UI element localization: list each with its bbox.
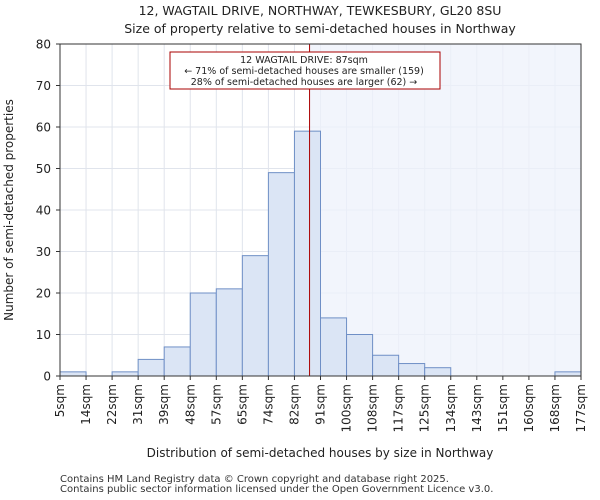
x-tick-label-57sqm: 57sqm [209,384,223,425]
bar-91sqm [320,317,348,377]
annotation-box: 12 WAGTAIL DRIVE: 87sqm ← 71% of semi-de… [169,51,441,90]
bar-100sqm [346,334,374,377]
x-tick-label-22sqm: 22sqm [105,384,119,425]
x-tick-label-65sqm: 65sqm [235,384,249,425]
x-tick-label-134sqm: 134sqm [444,384,458,432]
footer-line-1: Contains HM Land Registry data © Crown c… [60,474,449,485]
footer-line-2: Contains public sector information licen… [60,484,494,495]
x-tick-label-82sqm: 82sqm [287,384,301,425]
bar-39sqm [163,346,191,377]
bar-168sqm [554,371,582,377]
chart: 12, WAGTAIL DRIVE, NORTHWAY, TEWKESBURY,… [2,3,588,460]
y-tick-label-10: 10 [36,328,51,342]
annotation-line-3: 28% of semi-detached houses are larger (… [191,77,418,88]
chart-subtitle: Size of property relative to semi-detach… [124,21,516,36]
annotation-line-2: ← 71% of semi-detached houses are smalle… [184,66,424,77]
x-tick-label-125sqm: 125sqm [418,384,432,432]
x-tick-label-108sqm: 108sqm [366,384,380,432]
bar-5sqm [59,371,87,377]
y-tick-label-0: 0 [43,370,51,384]
x-tick-label-168sqm: 168sqm [548,384,562,432]
bar-22sqm [111,371,139,377]
y-tick-label-20: 20 [36,287,51,301]
x-tick-label-91sqm: 91sqm [314,384,328,425]
y-tick-label-70: 70 [36,79,51,93]
bar-65sqm [241,255,269,377]
y-tick-label-80: 80 [36,38,51,52]
x-tick-label-100sqm: 100sqm [340,384,354,432]
bar-108sqm [372,354,400,377]
y-axis-label: Number of semi-detached properties [2,99,16,321]
y-tick-label-50: 50 [36,162,51,176]
x-tick-label-39sqm: 39sqm [157,384,171,425]
x-tick-label-177sqm: 177sqm [574,384,588,432]
bar-125sqm [424,367,452,377]
bar-57sqm [215,288,243,377]
bar-31sqm [137,358,165,377]
bar-117sqm [398,363,426,377]
bar-82sqm [293,130,322,377]
bar-48sqm [189,292,217,377]
x-tick-label-151sqm: 151sqm [496,384,510,432]
y-tick-label-40: 40 [36,204,51,218]
bar-74sqm [267,172,295,377]
annotation-line-1: 12 WAGTAIL DRIVE: 87sqm [240,55,368,66]
chart-title: 12, WAGTAIL DRIVE, NORTHWAY, TEWKESBURY,… [139,3,502,18]
above-property-shade [309,44,581,376]
x-tick-label-48sqm: 48sqm [183,384,197,425]
x-tick-label-143sqm: 143sqm [470,384,484,432]
x-tick-label-31sqm: 31sqm [131,384,145,425]
x-tick-label-117sqm: 117sqm [392,384,406,432]
x-tick-label-5sqm: 5sqm [53,384,67,417]
x-tick-label-14sqm: 14sqm [79,384,93,425]
y-tick-label-60: 60 [36,121,51,135]
y-tick-label-30: 30 [36,245,51,259]
x-tick-label-160sqm: 160sqm [522,384,536,432]
x-tick-label-74sqm: 74sqm [261,384,275,425]
x-axis-label: Distribution of semi-detached houses by … [147,446,494,460]
